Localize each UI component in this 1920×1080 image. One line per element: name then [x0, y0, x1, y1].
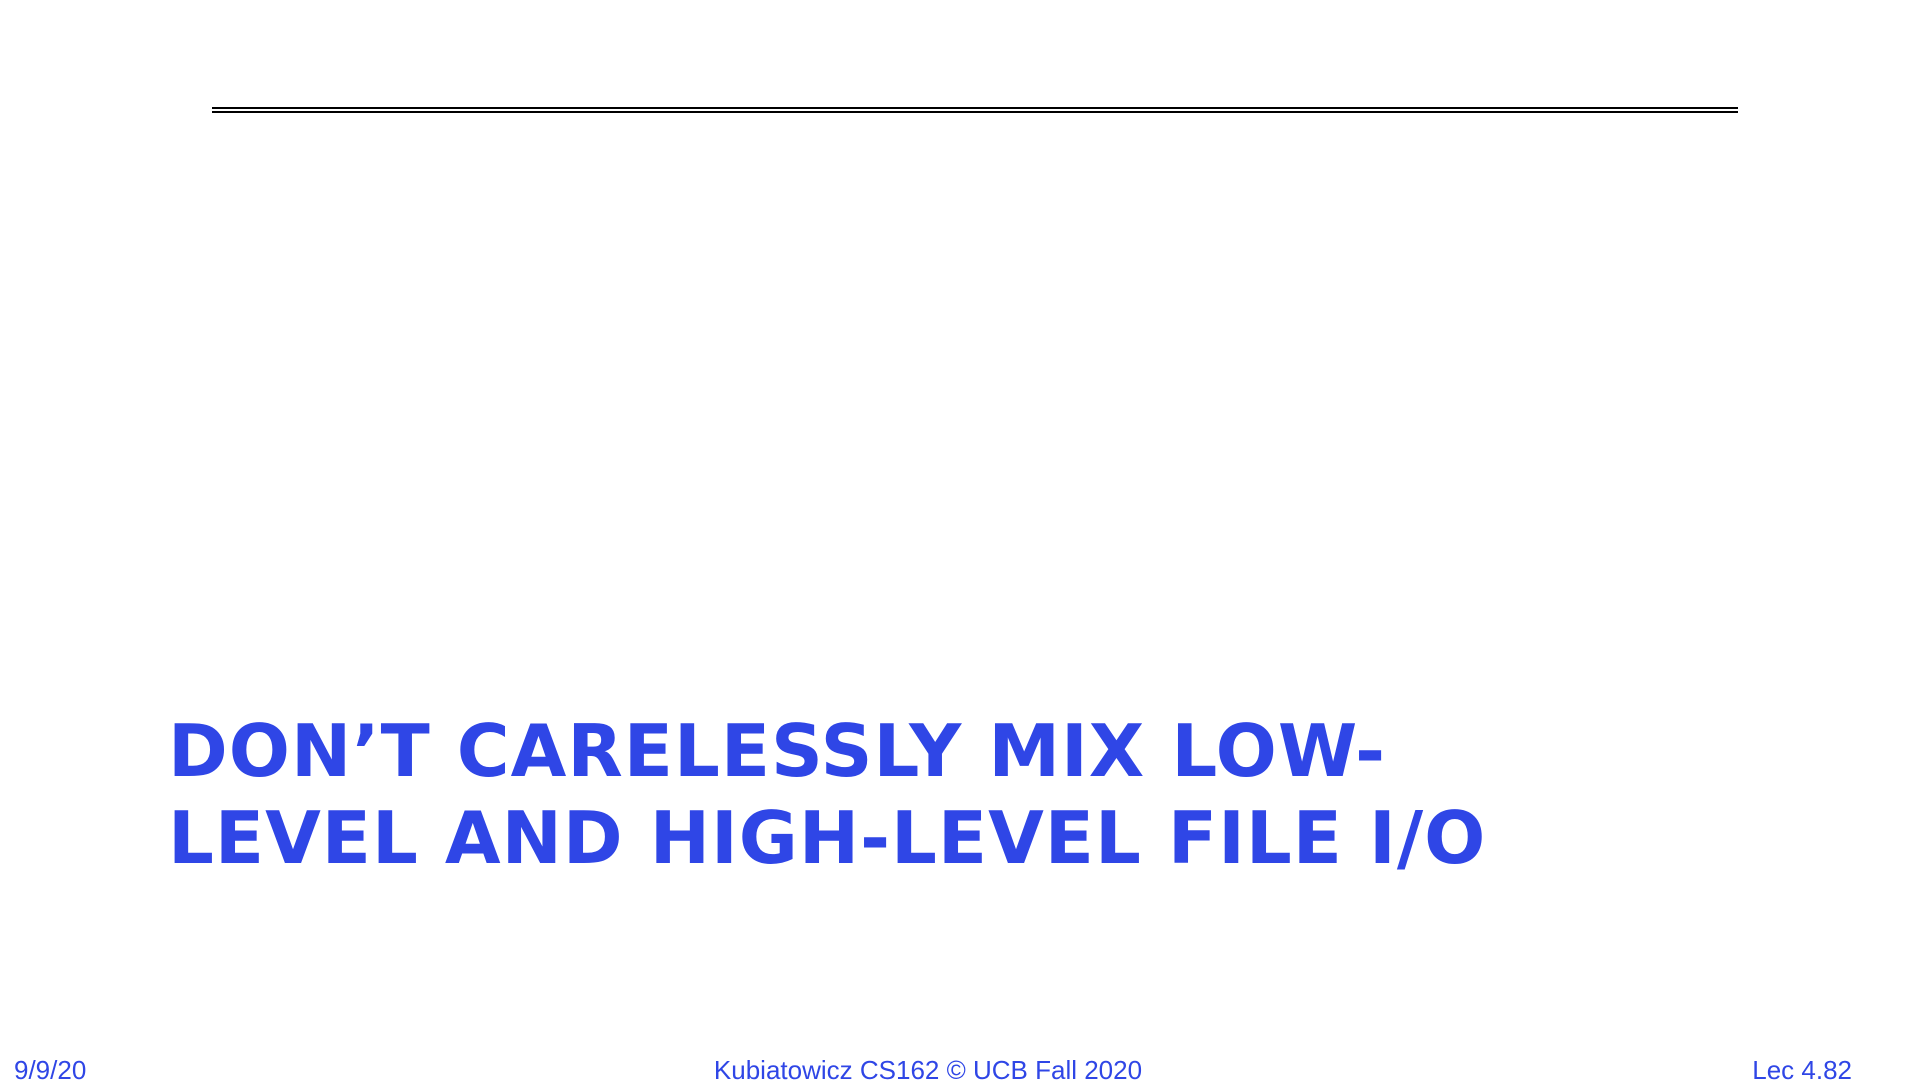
slide-title: DON’T CARELESSLY MIX LOW- LEVEL AND HIGH… — [168, 708, 1728, 882]
slide-title-line-1: DON’T CARELESSLY MIX LOW- — [168, 709, 1386, 793]
footer-date: 9/9/20 — [14, 1055, 87, 1080]
slide-title-line-2: LEVEL AND HIGH-LEVEL FILE I/O — [168, 796, 1487, 880]
footer-lecture-number: Lec 4.82 — [1752, 1055, 1852, 1080]
header-rule-bottom — [212, 111, 1738, 113]
header-rule-top — [212, 107, 1738, 109]
footer-course: Kubiatowicz CS162 © UCB Fall 2020 — [713, 1055, 1143, 1080]
